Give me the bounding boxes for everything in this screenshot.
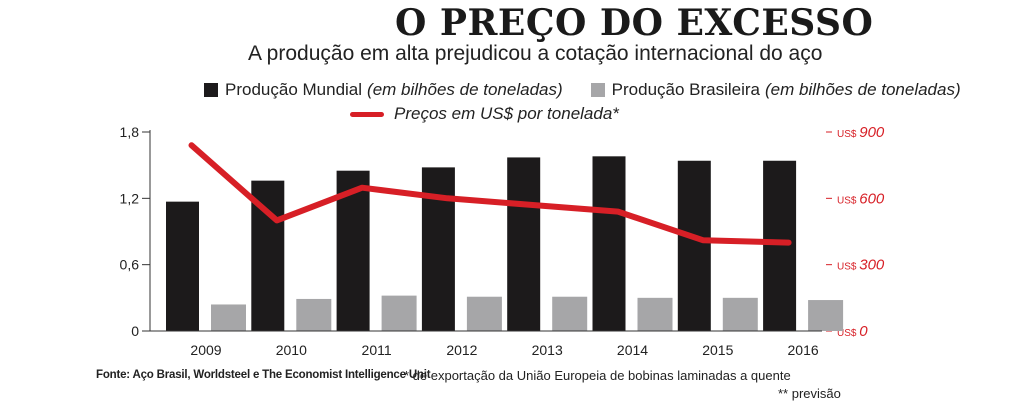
price-line (188, 142, 792, 246)
bar-brazil-2010 (296, 298, 332, 331)
x-tick-label-2012: 2012 (446, 342, 477, 358)
legend-brazil-unit: (em bilhões de toneladas) (765, 80, 961, 99)
bar-world-2015 (677, 160, 711, 331)
x-tick-label-2013: 2013 (532, 342, 563, 358)
bar-brazil-2011 (381, 295, 417, 331)
bar-brazil-2012 (466, 296, 502, 331)
x-tick-label-2016: 2016 (788, 342, 819, 358)
bar-world-2009 (166, 201, 199, 331)
bar-brazil-2016 (808, 300, 844, 331)
legend-swatch-brazil (590, 83, 605, 97)
y-tick-label-right: US$ 0 (837, 323, 868, 340)
y-tick-label-left: 1,2 (120, 190, 140, 206)
bar-brazil-2015 (722, 297, 758, 331)
legend-bars: Produção Mundial (em bilhões de tonelada… (204, 80, 961, 100)
legend-world-label: Produção Mundial (225, 80, 363, 99)
legend-price: Preços em US$ por tonelada* (350, 104, 619, 124)
legend-price-label: Preços em US$ por tonelada* (394, 104, 619, 123)
legend-world-unit: (em bilhões de toneladas) (367, 80, 563, 99)
y-tick-label-left: 0,6 (120, 257, 140, 273)
y-tick-label-left: 0 (131, 323, 139, 339)
bar-world-2012 (421, 167, 455, 331)
y-tick-label-left: 1,8 (120, 124, 140, 140)
y-tick-label-right: US$ 900 (837, 124, 885, 141)
x-tick-label-2010: 2010 (276, 342, 307, 358)
bar-world-2014 (592, 156, 626, 331)
y-tick-label-right: US$ 300 (837, 257, 885, 274)
y-tick-label-right: US$ 600 (837, 190, 885, 207)
x-tick-label-2014: 2014 (617, 342, 648, 358)
legend-brazil-label: Produção Brasileira (611, 80, 761, 99)
bar-world-2013 (507, 157, 541, 331)
bar-brazil-2013 (552, 296, 588, 331)
chart-title: O PREÇO DO EXCESSO (395, 2, 874, 44)
price-footnote: * de exportação da União Europeia de bob… (404, 368, 791, 383)
forecast-footnote: ** previsão (778, 386, 841, 401)
x-tick-label-2015: 2015 (702, 342, 733, 358)
legend-swatch-price (350, 111, 384, 117)
bar-brazil-2009 (211, 304, 246, 331)
chart-subtitle: A produção em alta prejudicou a cotação … (248, 42, 823, 65)
x-tick-label-2011: 2011 (362, 342, 392, 358)
source-note: Fonte: Aço Brasil, Worldsteel e The Econ… (96, 369, 431, 381)
x-tick-label-2009: 2009 (190, 342, 221, 358)
bar-brazil-2014 (637, 297, 673, 331)
legend-swatch-world (204, 83, 218, 97)
bar-world-2016 (763, 160, 797, 331)
